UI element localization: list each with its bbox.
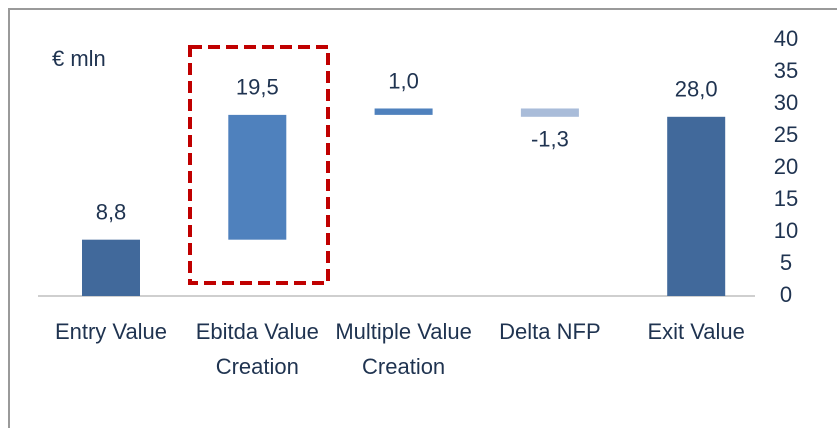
y-tick-label: 15 (774, 186, 798, 211)
x-tick-label: Exit Value (647, 319, 745, 344)
y-tick-label: 25 (774, 122, 798, 147)
data-label: 1,0 (388, 68, 419, 93)
y-tick-label: 40 (774, 26, 798, 51)
x-tick-label: Multiple Value Creation (335, 319, 472, 379)
data-label: 19,5 (236, 75, 279, 100)
bar (520, 108, 579, 117)
y-tick-label: 30 (774, 90, 798, 115)
data-label: 28,0 (675, 77, 718, 102)
y-tick-label: 5 (780, 250, 792, 275)
y-tick-label: 0 (780, 282, 792, 307)
x-tick-label: Entry Value (54, 319, 168, 344)
y-tick-label: 10 (774, 218, 798, 243)
x-tick-label: Ebitda Value Creation (195, 319, 319, 379)
frame (8, 8, 837, 428)
bar (374, 108, 433, 115)
y-tick-label: 35 (774, 58, 798, 83)
bar (667, 116, 726, 296)
unit-label: € mln (52, 46, 106, 71)
bar (228, 114, 287, 240)
x-tick-label: Delta NFP (499, 319, 601, 344)
highlight-box (188, 45, 330, 285)
data-label: 8,8 (96, 199, 127, 224)
data-label: -1,3 (531, 127, 569, 152)
y-tick-label: 20 (774, 154, 798, 179)
bar (82, 239, 140, 296)
